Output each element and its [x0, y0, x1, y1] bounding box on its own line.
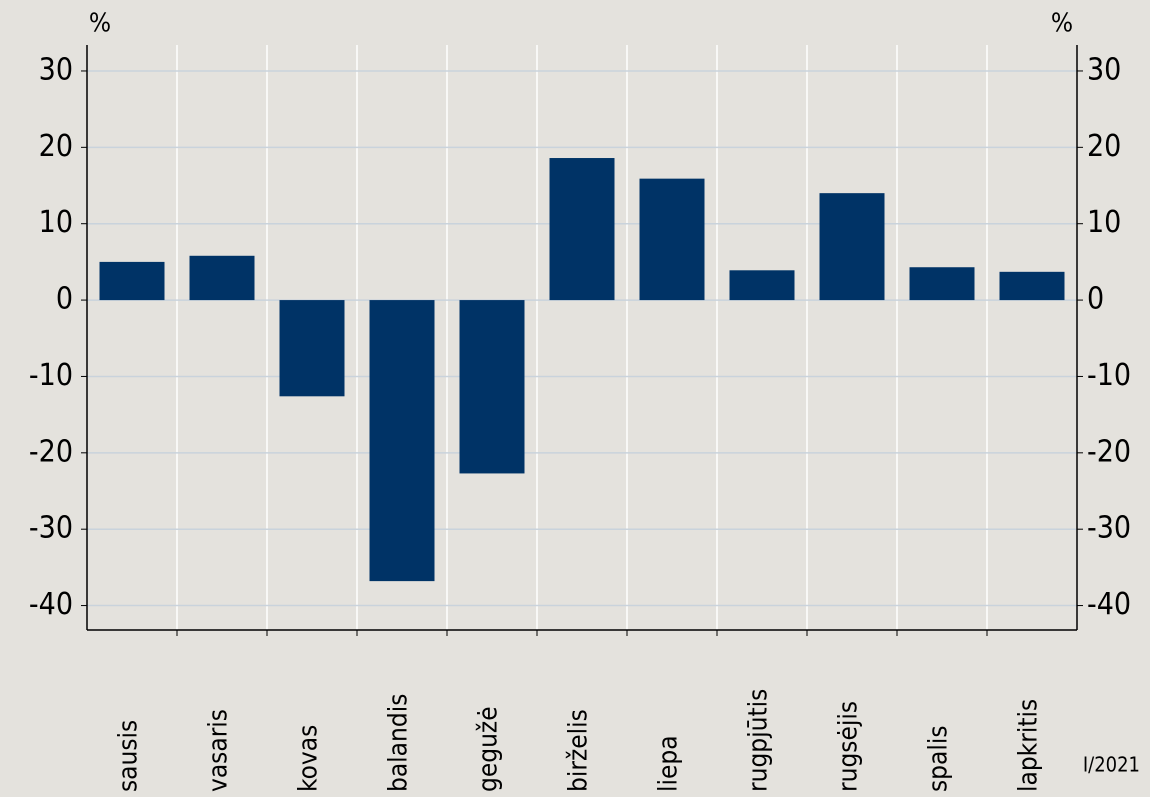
y2-tick-label: -30	[1087, 511, 1131, 546]
bar	[639, 178, 705, 301]
y2-tick-label: -40	[1087, 587, 1131, 622]
y-tick-label: -10	[29, 358, 73, 393]
bar	[729, 270, 795, 301]
x-tick-label: balandis	[384, 694, 414, 792]
y2-tick-label: 20	[1087, 129, 1121, 164]
y2-tick-label: 30	[1087, 52, 1121, 87]
y2-tick-label: 10	[1087, 205, 1121, 240]
note: I/2021	[1083, 753, 1140, 777]
bar	[189, 255, 255, 301]
y2-tick-label: -10	[1087, 358, 1131, 393]
x-tick-label: lapkritis	[1014, 699, 1044, 792]
x-tick-label: gegužė	[474, 706, 504, 792]
y-tick-label: -30	[29, 511, 73, 546]
x-tick-label: kovas	[294, 725, 324, 792]
y-tick-label: -40	[29, 587, 73, 622]
y2-tick-label: -20	[1087, 434, 1131, 469]
y2-axis-label: %	[1051, 9, 1073, 39]
bar	[909, 267, 975, 301]
x-tick-label: sausis	[114, 720, 144, 792]
bar	[549, 158, 615, 301]
y-tick-label: 0	[56, 282, 73, 317]
y-tick-label: 30	[39, 52, 73, 87]
y-tick-label: 10	[39, 205, 73, 240]
y2-tick-label: 0	[1087, 282, 1104, 317]
bar	[279, 300, 345, 397]
bar	[819, 193, 885, 301]
x-tick-label: vasaris	[204, 709, 234, 792]
x-tick-label: rugpjūtis	[744, 689, 774, 792]
bar	[369, 300, 435, 582]
y-tick-label: 20	[39, 129, 73, 164]
x-tick-label: spalis	[924, 725, 954, 792]
x-tick-label: liepa	[654, 735, 684, 792]
x-tick-label: rugsėjis	[834, 701, 864, 792]
bar	[459, 300, 525, 474]
x-tick-label: birželis	[564, 709, 594, 792]
y-tick-label: -20	[29, 434, 73, 469]
bar	[999, 271, 1065, 301]
y-axis-label: %	[89, 9, 111, 39]
bar	[99, 261, 165, 301]
